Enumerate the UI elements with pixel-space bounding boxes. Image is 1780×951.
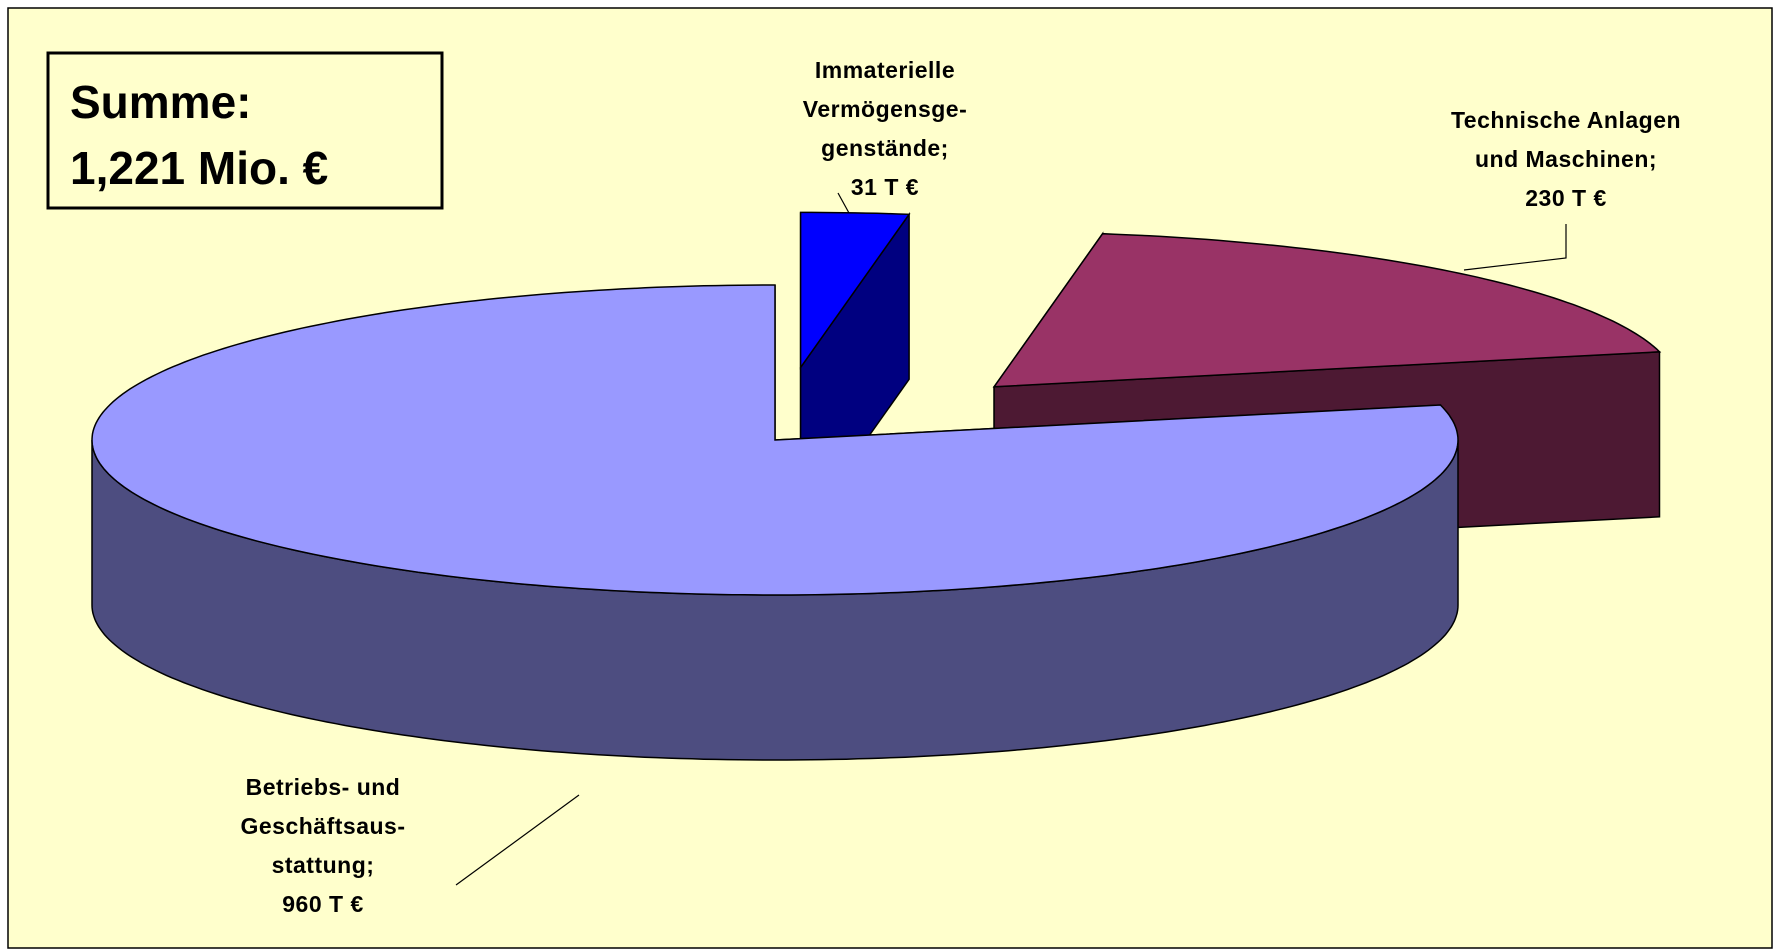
slice-top xyxy=(799,211,911,370)
slice-label: Technische Anlagen und Maschinen; xyxy=(1451,107,1681,172)
slice-label: Betriebs- und Geschäftsaus-stattung; xyxy=(240,774,405,878)
annotation: Summe: xyxy=(70,76,251,128)
annotation-box xyxy=(46,51,444,210)
value-label: 230 T € xyxy=(1525,185,1607,211)
leader-line xyxy=(1463,224,1567,271)
slice-label: Immaterielle Vermögensge-genstände; xyxy=(803,57,968,161)
value-label: 31 T € xyxy=(851,174,919,200)
leader-line xyxy=(455,794,580,886)
slice-top xyxy=(992,232,1662,388)
slice-top xyxy=(91,284,1459,596)
annotation: 1,221 Mio. € xyxy=(70,142,328,194)
value-label: 960 T € xyxy=(282,891,364,917)
